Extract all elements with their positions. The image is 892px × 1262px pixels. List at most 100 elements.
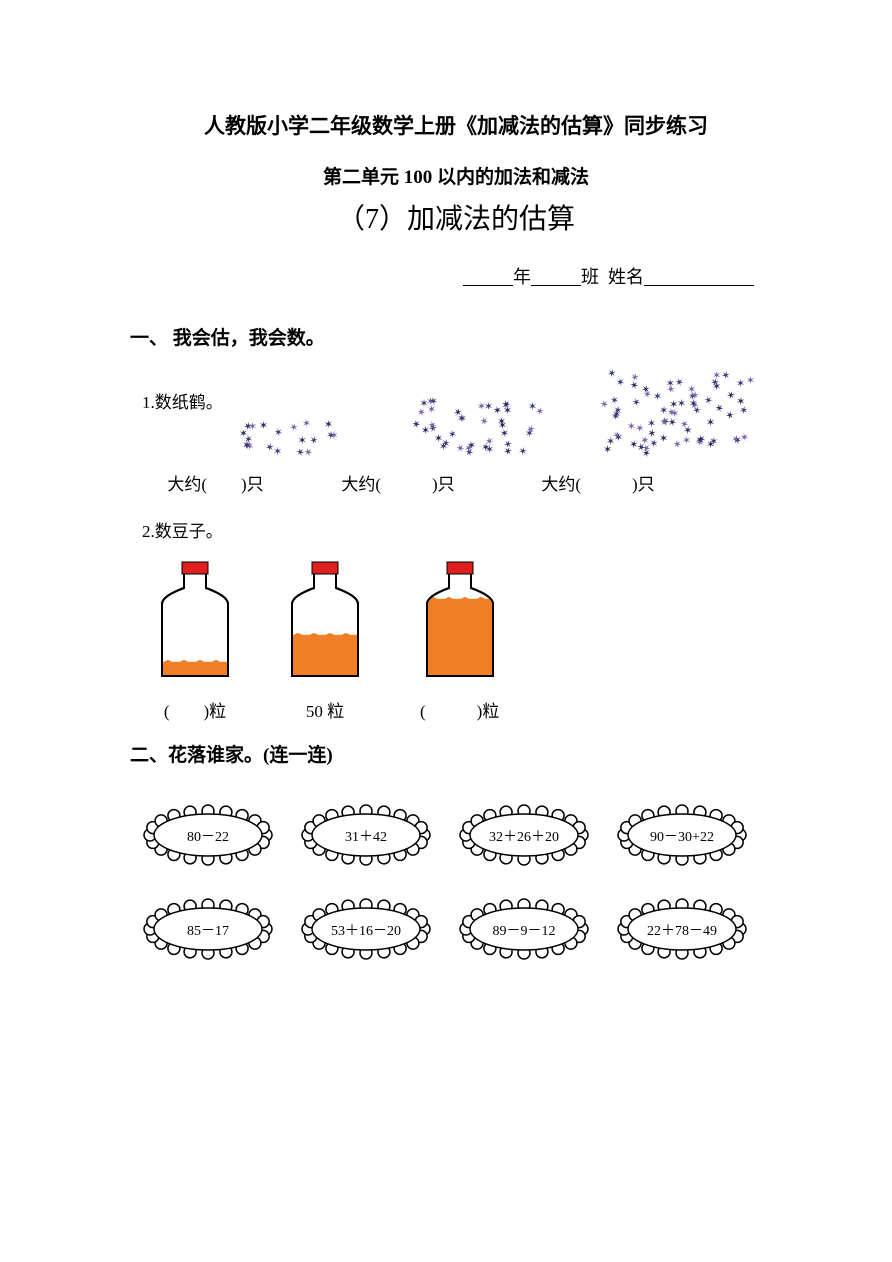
flower-item[interactable]: 31＋42 (296, 801, 436, 871)
crane-icon: ✶ (259, 421, 269, 429)
crane-icon: ✶ (534, 407, 545, 417)
crane-answer-blank[interactable]: 大约( )只 (148, 470, 283, 495)
flower-expression: 85－17 (187, 920, 229, 940)
cranes-answers: 大约( )只 大约( )只 大约( )只 (130, 470, 782, 495)
crane-icon: ✶ (738, 406, 749, 416)
crane-icon: ✶ (502, 440, 513, 450)
bottle-icon (160, 560, 230, 678)
crane-icon: ✶ (457, 415, 467, 424)
q1-item1-label: 1.数纸鹤。 (142, 388, 223, 413)
crane-icon: ✶ (525, 429, 535, 438)
sub-title: 第二单元 100 以内的加法和减法 (130, 162, 782, 189)
q1-heading: 一、 我会估，我会数。 (130, 323, 782, 350)
crane-icon: ✶ (615, 378, 626, 388)
crane-icon: ✶ (501, 400, 512, 411)
bottle-label[interactable]: ( )粒 (160, 697, 230, 722)
crane-icon: ✶ (429, 397, 440, 407)
flower-expression: 22＋78－49 (647, 920, 717, 940)
section-title: （7）加减法的估算 (130, 197, 782, 237)
flower-expression: 89－9－12 (493, 920, 556, 940)
crane-icon: ✶ (273, 447, 283, 456)
blank-class[interactable] (531, 266, 581, 286)
crane-icon: ✶ (636, 442, 647, 452)
crane-icon: ✶ (689, 391, 700, 401)
crane-group: ✶✶✶✶✶✶✶✶✶✶✶✶✶✶✶✶✶✶✶✶ (233, 420, 348, 458)
crane-icon: ✶ (705, 419, 714, 427)
crane-icon: ✶ (712, 383, 722, 392)
flower-expression: 80－22 (187, 826, 229, 846)
crane-icon: ✶ (720, 371, 731, 381)
crane-icon: ✶ (725, 391, 736, 402)
bottle: 50 粒 (290, 560, 360, 722)
flower-item[interactable]: 53＋16－20 (296, 895, 436, 965)
crane-icon: ✶ (634, 425, 644, 434)
crane-icon: ✶ (691, 406, 702, 416)
crane-icon: ✶ (479, 416, 490, 426)
flower-row-1: 80－22 31＋42 32＋26＋20 90－30+22 (130, 801, 782, 871)
crane-group: ✶✶✶✶✶✶✶✶✶✶✶✶✶✶✶✶✶✶✶✶✶✶✶✶✶✶✶✶✶✶✶✶✶✶✶✶✶✶✶✶ (398, 398, 548, 458)
bottle-label[interactable]: ( )粒 (420, 697, 499, 722)
blank-name[interactable] (644, 266, 754, 286)
flower-item[interactable]: 22＋78－49 (612, 895, 752, 965)
crane-icon: ✶ (714, 403, 725, 413)
cranes-row: ✶✶✶✶✶✶✶✶✶✶✶✶✶✶✶✶✶✶✶✶✶✶✶✶✶✶✶✶✶✶✶✶✶✶✶✶✶✶✶✶… (233, 368, 782, 458)
crane-icon: ✶ (323, 421, 333, 430)
crane-icon: ✶ (658, 434, 668, 443)
class-suffix: 班 (581, 267, 599, 287)
crane-icon: ✶ (703, 395, 714, 405)
crane-answer-blank[interactable]: 大约( )只 (513, 470, 683, 495)
crane-icon: ✶ (667, 418, 678, 428)
crane-icon: ✶ (708, 437, 718, 446)
q1-item2-label: 2.数豆子。 (142, 517, 782, 542)
student-info-line: 年 班 姓名 (130, 263, 782, 289)
bottles-row: ( )粒 50 粒 ( )粒 (130, 560, 782, 722)
crane-icon: ✶ (421, 426, 431, 435)
crane-icon: ✶ (329, 432, 338, 440)
crane-icon: ✶ (677, 399, 687, 408)
flower-item[interactable]: 85－17 (138, 895, 278, 965)
blank-year[interactable] (463, 266, 513, 286)
crane-icon: ✶ (463, 444, 474, 454)
crane-icon: ✶ (648, 440, 659, 450)
flower-expression: 32＋26＋20 (489, 826, 559, 846)
crane-group: ✶✶✶✶✶✶✶✶✶✶✶✶✶✶✶✶✶✶✶✶✶✶✶✶✶✶✶✶✶✶✶✶✶✶✶✶✶✶✶✶… (598, 368, 758, 458)
flower-item[interactable]: 32＋26＋20 (454, 801, 594, 871)
crane-icon: ✶ (683, 427, 693, 436)
crane-icon: ✶ (725, 410, 736, 420)
crane-icon: ✶ (298, 437, 307, 445)
crane-icon: ✶ (603, 446, 613, 455)
bottle-icon (425, 560, 495, 678)
crane-icon: ✶ (484, 403, 494, 412)
flower-expression: 53＋16－20 (331, 920, 401, 940)
crane-icon: ✶ (497, 418, 506, 426)
bottle-icon (290, 560, 360, 678)
crane-answer-blank[interactable]: 大约( )只 (313, 470, 483, 495)
bottle-label[interactable]: 50 粒 (290, 697, 360, 722)
crane-icon: ✶ (652, 392, 662, 401)
crane-icon: ✶ (274, 428, 285, 438)
crane-icon: ✶ (440, 439, 451, 449)
crane-icon: ✶ (711, 372, 721, 380)
bottle: ( )粒 (160, 560, 230, 722)
main-title: 人教版小学二年级数学上册《加减法的估算》同步练习 (130, 110, 782, 140)
q2-heading: 二、花落谁家。(连一连) (130, 740, 782, 767)
bottle: ( )粒 (420, 560, 499, 722)
crane-icon: ✶ (518, 447, 529, 457)
flower-expression: 31＋42 (345, 826, 387, 846)
crane-icon: ✶ (629, 373, 640, 383)
crane-icon: ✶ (302, 448, 313, 459)
flower-row-2: 85－17 53＋16－20 89－9－12 22＋78－49 (130, 895, 782, 965)
name-label: 姓名 (608, 267, 644, 287)
crane-icon: ✶ (746, 377, 756, 386)
crane-icon: ✶ (288, 423, 299, 433)
crane-icon: ✶ (632, 398, 643, 408)
flower-item[interactable]: 89－9－12 (454, 895, 594, 965)
crane-icon: ✶ (485, 446, 494, 454)
crane-icon: ✶ (665, 385, 676, 395)
flower-expression: 90－30+22 (650, 826, 714, 846)
crane-icon: ✶ (646, 429, 657, 439)
year-suffix: 年 (513, 267, 531, 287)
flower-item[interactable]: 90－30+22 (612, 801, 752, 871)
flower-item[interactable]: 80－22 (138, 801, 278, 871)
crane-icon: ✶ (301, 420, 311, 429)
